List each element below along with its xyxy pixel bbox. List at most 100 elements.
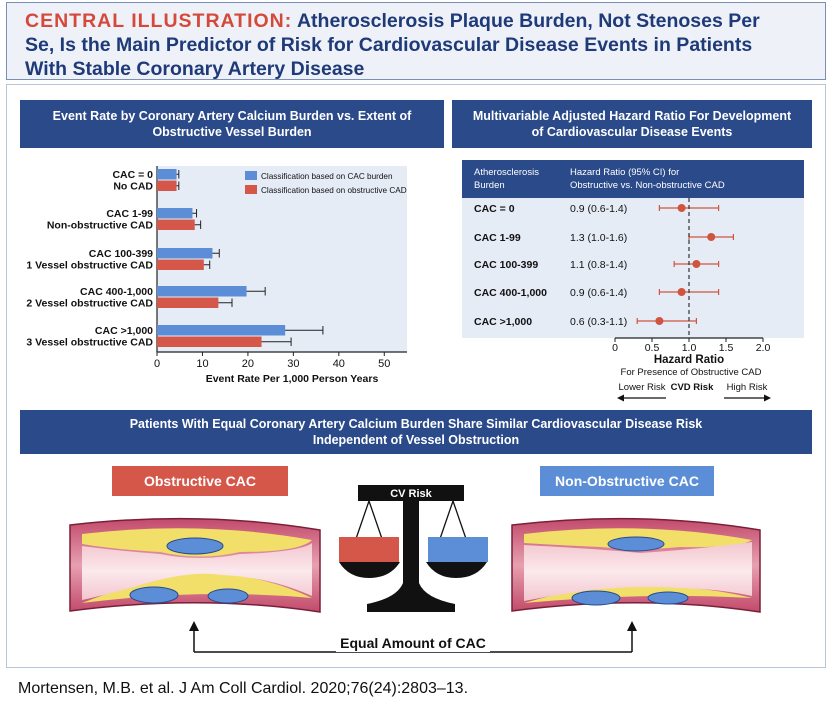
x-tick-label: 50	[378, 358, 390, 370]
title-line1: Atherosclerosis Plaque Burden, Not Steno…	[296, 10, 760, 32]
x-tick-label: 40	[333, 358, 345, 370]
forest-row-label: CAC 1-99	[474, 232, 521, 244]
title-box: CENTRAL ILLUSTRATION: Atherosclerosis Pl…	[6, 2, 826, 80]
bottom-header-line1: Patients With Equal Coronary Artery Calc…	[129, 417, 703, 431]
forest-row-label: CAC 100-399	[474, 259, 538, 271]
forest-tick-label: 1.0	[682, 342, 697, 354]
right-weight	[428, 537, 488, 562]
calcium-deposit	[207, 588, 249, 604]
non-obstructive-cac-label: Non-Obstructive CAC	[540, 466, 714, 496]
legend-label: Classification based on CAC burden	[261, 172, 393, 181]
scale-beam	[358, 485, 464, 501]
forest-tick-label: 1.5	[719, 342, 734, 354]
forest-tick-label: 0.5	[645, 342, 660, 354]
high-risk-arrowhead	[764, 394, 771, 402]
category-label: CAC 100-399	[89, 248, 153, 260]
forest-row-label: CAC = 0	[474, 203, 515, 215]
left-pan	[339, 562, 400, 578]
calcium-deposit	[571, 590, 621, 606]
title-line3: With Stable Coronary Artery Disease	[25, 58, 365, 80]
bar-chart-background	[157, 166, 407, 352]
left-weight	[339, 537, 399, 562]
lower-risk-label: Lower Risk	[619, 382, 666, 393]
left-header-line2: Obstructive Vessel Burden	[152, 125, 312, 139]
x-tick-label: 0	[154, 358, 160, 370]
lumen	[524, 542, 752, 601]
non-obstructive-artery	[511, 517, 761, 613]
forest-row-label: CAC 400-1,000	[474, 287, 547, 299]
hazard-ratio-point	[707, 233, 716, 241]
title-prefix: CENTRAL ILLUSTRATION:	[25, 10, 293, 32]
forest-col2-header: Obstructive vs. Non-obstructive CAD	[570, 180, 725, 191]
right-header-line1: Multivariable Adjusted Hazard Ratio For …	[472, 109, 792, 123]
cac-bar	[157, 325, 286, 336]
category-label: CAC >1,000	[95, 325, 153, 337]
title-line2: Se, Is the Main Predictor of Risk for Ca…	[25, 34, 753, 56]
left-header-line1: Event Rate by Coronary Artery Calcium Bu…	[52, 109, 412, 123]
balance-scale: CV Risk	[339, 485, 488, 612]
category-label: 1 Vessel obstructive CAD	[26, 260, 153, 272]
illustration-title: CENTRAL ILLUSTRATION: Atherosclerosis Pl…	[25, 9, 825, 81]
forest-row-value: 0.9 (0.6-1.4)	[570, 287, 627, 299]
forest-row-label: CAC >1,000	[474, 316, 532, 328]
category-label: 2 Vessel obstructive CAD	[26, 298, 153, 310]
cac-bar	[157, 208, 193, 219]
bottom-header-line2: Independent of Vessel Obstruction	[312, 433, 520, 447]
hazard-ratio-point	[677, 204, 686, 212]
lumen	[82, 543, 312, 600]
right-pan	[426, 562, 487, 578]
obstructive-bar	[157, 180, 177, 191]
legend-label: Classification based on obstructive CAD	[261, 186, 407, 195]
calcium-deposit	[129, 586, 179, 604]
bottom-header: Patients With Equal Coronary Artery Calc…	[20, 410, 812, 454]
equal-cac-bracket: Equal Amount of CAC	[189, 621, 637, 653]
category-label: Non-obstructive CAD	[47, 220, 154, 232]
obstructive-bar	[157, 336, 262, 347]
calcium-deposit	[607, 536, 665, 552]
x-tick-label: 20	[242, 358, 254, 370]
forest-col1-header: Atherosclerosis	[474, 167, 539, 178]
cac-bar	[157, 248, 213, 259]
x-tick-label: 10	[196, 358, 208, 370]
legend-swatch	[245, 171, 257, 180]
lower-risk-arrowhead	[617, 394, 624, 402]
obstructive-bar	[157, 259, 204, 270]
x-axis-title: Event Rate Per 1,000 Person Years	[206, 373, 379, 385]
obstructive-cac-label: Obstructive CAC	[112, 466, 288, 496]
forest-row-value: 1.3 (1.0-1.6)	[570, 232, 627, 244]
left-chart-header: Event Rate by Coronary Artery Calcium Bu…	[20, 100, 444, 148]
category-label: CAC 400-1,000	[80, 286, 153, 298]
forest-tick-label: 0	[612, 342, 618, 354]
legend-swatch	[245, 185, 257, 194]
forest-col1-header: Burden	[474, 180, 505, 191]
hazard-ratio-point	[677, 288, 686, 296]
forest-axis-title: Hazard Ratio	[654, 354, 724, 366]
calcium-deposit	[166, 537, 224, 555]
obstructive-artery	[69, 517, 321, 613]
x-tick-label: 30	[287, 358, 299, 370]
right-header-line2: of Cardiovascular Disease Events	[531, 125, 733, 139]
forest-axis-subtitle: For Presence of Obstructive CAD	[621, 367, 762, 378]
forest-col2-header: Hazard Ratio (95% CI) for	[570, 167, 679, 178]
right-chart-header: Multivariable Adjusted Hazard Ratio For …	[452, 100, 812, 148]
category-label: CAC 1-99	[106, 208, 153, 220]
cvd-risk-label: CVD Risk	[671, 382, 714, 393]
forest-row-value: 0.9 (0.6-1.4)	[570, 203, 627, 215]
category-label: 3 Vessel obstructive CAD	[26, 337, 153, 349]
category-label: CAC = 0	[112, 169, 153, 181]
obstructive-bar	[157, 297, 219, 308]
category-label: No CAD	[113, 181, 153, 193]
forest-header-bar	[462, 160, 804, 198]
hazard-ratio-point	[655, 317, 664, 325]
scale-pillar	[403, 501, 419, 583]
forest-row-value: 0.6 (0.3-1.1)	[570, 316, 627, 328]
obstructive-bar	[157, 219, 195, 230]
citation: Mortensen, M.B. et al. J Am Coll Cardiol…	[18, 680, 469, 697]
forest-tick-label: 2.0	[756, 342, 771, 354]
scale-base	[367, 583, 455, 612]
forest-row-value: 1.1 (0.8-1.4)	[570, 259, 627, 271]
high-risk-label: High Risk	[727, 382, 768, 393]
